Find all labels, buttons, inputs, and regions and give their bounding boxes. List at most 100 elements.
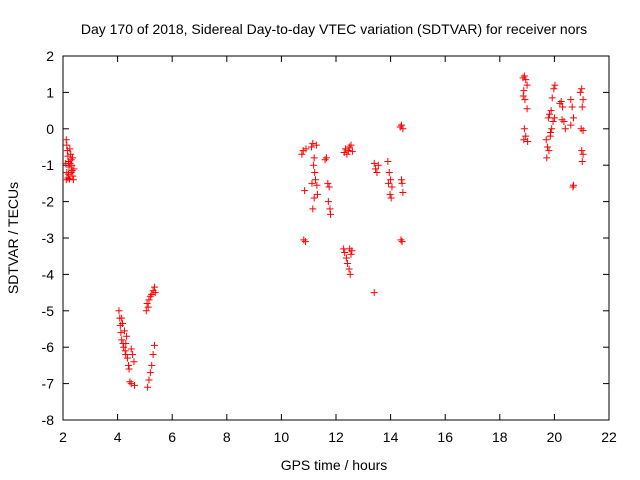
data-point (66, 145, 74, 153)
y-tick-label: -5 (42, 303, 55, 319)
data-point (321, 156, 329, 164)
data-point (62, 159, 70, 167)
data-point (340, 245, 348, 253)
data-point (151, 289, 159, 297)
x-tick-label: 12 (328, 429, 344, 445)
data-point (67, 150, 75, 158)
x-tick-label: 16 (437, 429, 453, 445)
y-tick-label: -3 (42, 230, 55, 246)
data-point (569, 183, 577, 191)
data-point (302, 145, 310, 153)
data-point (126, 378, 134, 386)
data-point (567, 121, 575, 129)
data-point (62, 176, 70, 184)
data-point (344, 147, 352, 155)
data-point (322, 154, 330, 162)
data-point (384, 179, 392, 187)
data-point (324, 179, 332, 187)
data-point (385, 168, 393, 176)
data-point (143, 300, 151, 308)
data-point (579, 127, 587, 135)
data-point (144, 383, 152, 391)
data-point (310, 154, 318, 162)
data-point (561, 125, 569, 133)
data-point (577, 125, 585, 133)
data-point (388, 183, 396, 191)
data-point (346, 270, 354, 278)
data-point (556, 99, 564, 107)
data-point (372, 165, 380, 173)
data-point (117, 329, 125, 337)
data-point (523, 81, 531, 89)
data-point (307, 143, 315, 151)
data-point (550, 85, 558, 93)
data-point (125, 365, 133, 373)
data-point (545, 110, 553, 118)
data-point (69, 154, 77, 162)
x-tick-label: 2 (59, 429, 67, 445)
data-point (559, 103, 567, 111)
data-point (398, 121, 406, 129)
x-tick-label: 6 (168, 429, 176, 445)
data-point (548, 94, 556, 102)
data-point (309, 139, 317, 147)
x-tick-label: 4 (114, 429, 122, 445)
data-point (122, 340, 130, 348)
data-point (118, 314, 126, 322)
data-point (578, 147, 586, 155)
x-tick-label: 18 (492, 429, 508, 445)
data-point (150, 341, 158, 349)
data-point (576, 88, 584, 96)
data-point (69, 176, 77, 184)
data-point (370, 159, 378, 167)
data-point (550, 114, 558, 122)
data-point (121, 347, 129, 355)
data-point (310, 194, 318, 202)
data-point (547, 128, 555, 136)
data-point (522, 76, 530, 84)
data-point (326, 205, 334, 213)
data-point (347, 141, 355, 149)
data-point (348, 247, 356, 255)
data-point (548, 125, 556, 133)
data-point (578, 158, 586, 166)
data-point (66, 175, 74, 183)
data-point (130, 358, 138, 366)
data-point (544, 114, 552, 122)
data-point (520, 72, 528, 80)
data-point (300, 236, 308, 244)
data-point (578, 85, 586, 93)
data-point (312, 176, 320, 184)
y-tick-label: -7 (42, 376, 55, 392)
data-point (347, 250, 355, 258)
y-tick-label: 1 (46, 84, 54, 100)
data-point (387, 176, 395, 184)
data-point (123, 354, 131, 362)
data-point (520, 125, 528, 133)
data-point (68, 167, 76, 175)
data-point (522, 132, 530, 140)
data-point (397, 236, 405, 244)
data-point (310, 161, 318, 169)
data-point (62, 136, 70, 144)
data-point (558, 116, 566, 124)
data-point (312, 141, 320, 149)
data-point (370, 289, 378, 297)
data-point (560, 118, 568, 126)
data-point (519, 92, 527, 100)
chart-title: Day 170 of 2018, Sidereal Day-to-day VTE… (81, 21, 587, 37)
data-point (150, 283, 158, 291)
data-point (387, 194, 395, 202)
data-point (311, 168, 319, 176)
data-point (398, 238, 406, 246)
data-point (327, 210, 335, 218)
data-point (399, 125, 407, 133)
data-point (520, 87, 528, 95)
data-point (579, 150, 587, 158)
data-point (148, 361, 156, 369)
data-point (567, 96, 575, 104)
data-point (118, 336, 126, 344)
x-tick-label: 14 (383, 429, 399, 445)
data-point (325, 183, 333, 191)
